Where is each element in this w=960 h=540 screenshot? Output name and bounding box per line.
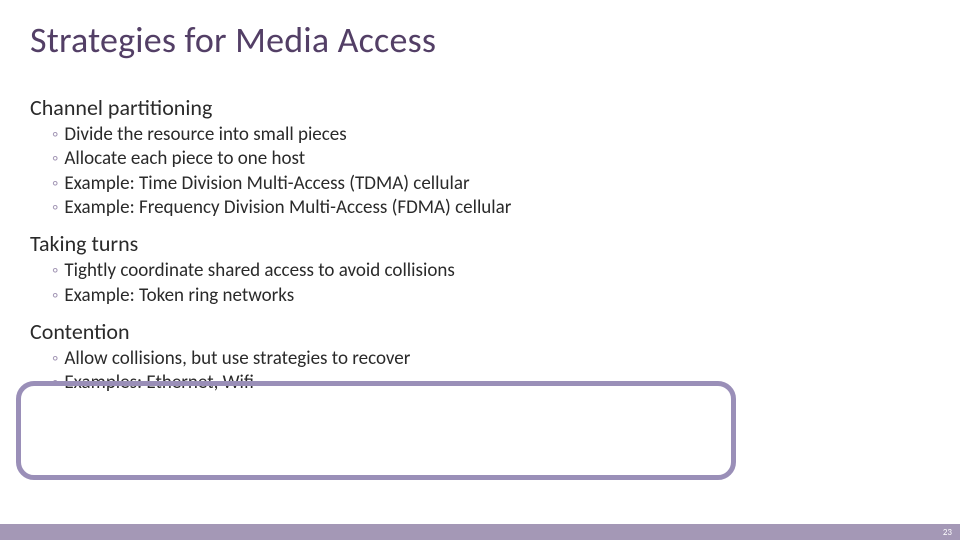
section-taking-turns: Taking turns Tightly coordinate shared a… [30, 230, 930, 308]
bullet-item: Divide the resource into small pieces [52, 123, 930, 147]
section-heading: Contention [30, 318, 930, 345]
bullet-item: Example: Time Division Multi-Access (TDM… [52, 172, 930, 196]
bullet-item: Tightly coordinate shared access to avoi… [52, 259, 930, 283]
bullet-item: Example: Frequency Division Multi-Access… [52, 196, 930, 220]
bullet-item: Example: Token ring networks [52, 284, 930, 308]
bullet-item: Allocate each piece to one host [52, 147, 930, 171]
highlight-box [16, 381, 736, 480]
bullet-list: Tightly coordinate shared access to avoi… [52, 259, 930, 308]
section-heading: Channel partitioning [30, 94, 930, 121]
section-channel-partitioning: Channel partitioning Divide the resource… [30, 94, 930, 220]
slide: Strategies for Media Access Channel part… [0, 0, 960, 540]
bullet-item: Allow collisions, but use strategies to … [52, 347, 930, 371]
bullet-list: Allow collisions, but use strategies to … [52, 347, 930, 396]
footer-bar [0, 524, 960, 540]
slide-title: Strategies for Media Access [30, 18, 930, 62]
bullet-list: Divide the resource into small pieces Al… [52, 123, 930, 220]
section-heading: Taking turns [30, 230, 930, 257]
page-number: 23 [943, 527, 952, 538]
section-contention: Contention Allow collisions, but use str… [30, 318, 930, 396]
bullet-item: Examples: Ethernet, Wifi [52, 371, 930, 395]
